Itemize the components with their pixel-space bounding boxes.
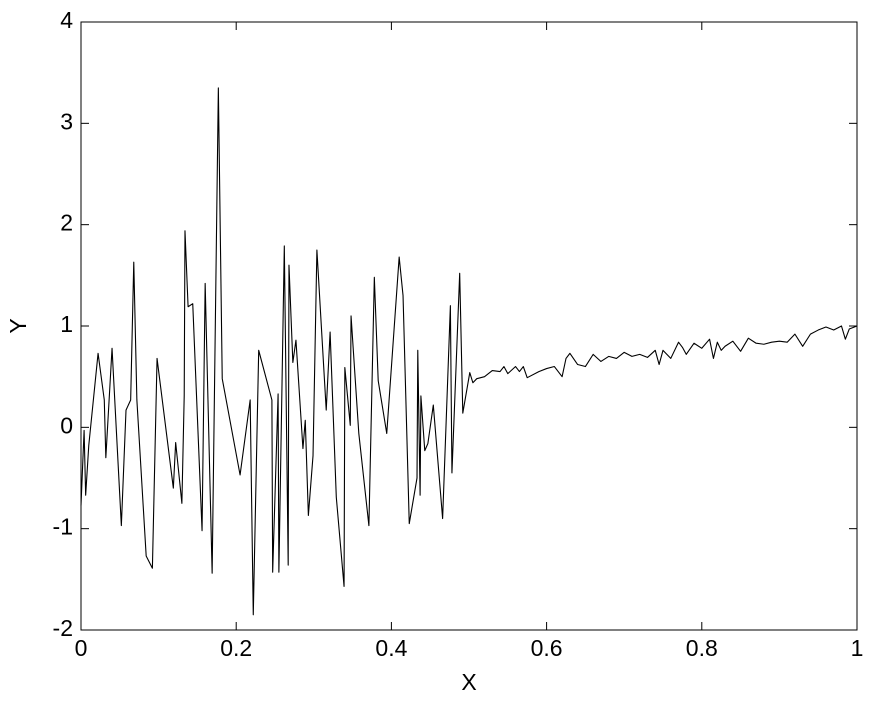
y-tick-label: 4 [60, 7, 73, 33]
y-axis-label: Y [5, 318, 31, 333]
data-line [80, 87, 858, 616]
y-tick-label: 0 [60, 412, 73, 438]
y-tick-label: 1 [60, 311, 73, 337]
x-tick-label: 0.8 [686, 635, 718, 661]
y-tick-label: 2 [60, 210, 73, 236]
x-tick-label: 0 [75, 635, 88, 661]
y-tick-label: -1 [53, 514, 73, 540]
plot-frame [80, 21, 858, 631]
y-tick-label: -2 [53, 615, 73, 641]
x-axis-label: X [461, 669, 476, 695]
x-tick-label: 0.2 [220, 635, 252, 661]
x-tick-label: 0.4 [375, 635, 407, 661]
x-tick-label: 0.6 [531, 635, 563, 661]
y-tick-label: 3 [60, 108, 73, 134]
x-tick-label: 1 [851, 635, 864, 661]
